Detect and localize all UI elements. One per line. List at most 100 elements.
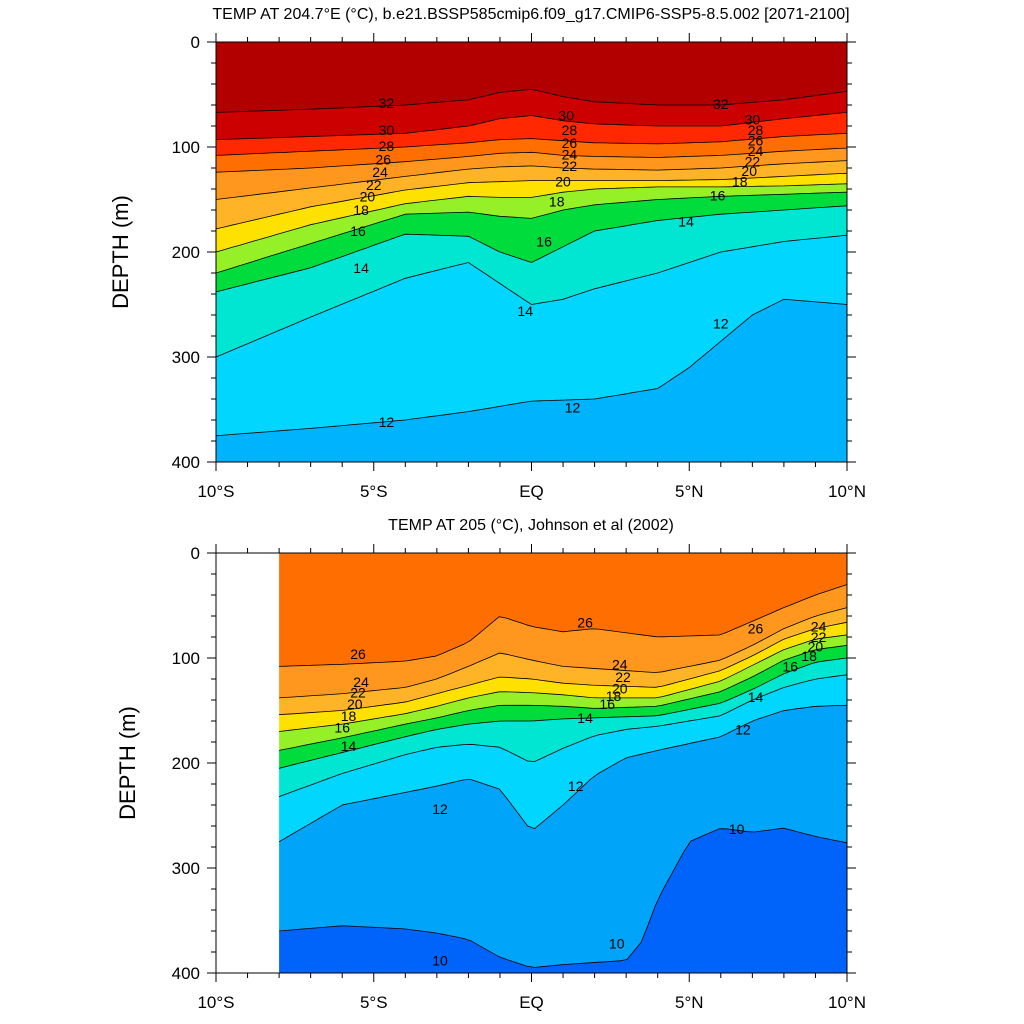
x-tick-label: 5°S: [360, 482, 388, 501]
temperature-fill: [216, 42, 847, 462]
temperature-band: [279, 674, 848, 842]
temperature-band: [279, 658, 848, 797]
isotherm-line: [215, 234, 848, 358]
contour-label: 28: [748, 122, 764, 138]
contour-label: 30: [745, 112, 761, 128]
isotherm-line: [215, 191, 848, 274]
contour-label: 14: [517, 303, 533, 319]
contour-label: 24: [748, 143, 764, 159]
temperature-band: [216, 205, 847, 357]
isotherm-line: [215, 160, 848, 200]
isotherm-line: [215, 183, 848, 253]
contour-label: 20: [612, 681, 628, 697]
contour-label: 28: [379, 138, 395, 154]
contour-label: 16: [782, 658, 798, 674]
temperature-band: [279, 705, 848, 968]
contour-label: 26: [748, 133, 764, 149]
isotherm-line: [279, 607, 848, 699]
temperature-band: [279, 607, 848, 715]
contour-label: 26: [562, 135, 578, 151]
isotherm-line: [215, 298, 848, 437]
temperature-band: [216, 183, 847, 273]
temperature-band: [216, 89, 847, 140]
contour-label: 18: [606, 688, 622, 704]
panel-title: TEMP AT 204.7°E (°C), b.e21.BSSP585cmip6…: [212, 6, 849, 23]
observation-panel: TEMP AT 205 (°C), Johnson et al (2002) D…: [115, 517, 866, 1012]
y-tick-label: 100: [172, 649, 200, 668]
contour-label: 20: [347, 696, 363, 712]
contour-label: 18: [353, 202, 369, 218]
isotherm-line: [215, 172, 848, 230]
isotherm-line: [215, 132, 848, 156]
contour-label: 26: [350, 646, 366, 662]
isotherm-line: [279, 634, 848, 732]
contour-label: 32: [713, 96, 729, 112]
x-tick-label: 10°S: [197, 482, 234, 501]
contour-label: 10: [432, 952, 448, 968]
temperature-fill: [279, 553, 848, 973]
isotherm-lines: [278, 584, 848, 968]
axes: 10°S 5°S EQ 5°N 10°N 0 100 200 300 400: [172, 544, 866, 1012]
axes: 10°S 5°S EQ 5°N 10°N 0 100 200 300 400: [172, 33, 866, 501]
temperature-band: [216, 173, 847, 252]
model-panel: TEMP AT 204.7°E (°C), b.e21.BSSP585cmip6…: [108, 6, 866, 501]
y-tick-label: 200: [172, 243, 200, 262]
isotherm-line: [279, 584, 848, 667]
y-tick-label: 400: [172, 453, 200, 472]
x-tick-label: EQ: [519, 993, 544, 1012]
temperature-band: [216, 42, 847, 113]
temperature-band: [216, 160, 847, 229]
contour-label: 12: [568, 778, 584, 794]
contour-label: 22: [745, 154, 761, 170]
temperature-band: [279, 622, 848, 732]
y-tick-label: 0: [191, 33, 200, 52]
temperature-band: [216, 299, 847, 462]
y-tick-label: 300: [172, 859, 200, 878]
temperature-band: [216, 112, 847, 156]
panel-title: TEMP AT 205 (°C), Johnson et al (2002): [388, 517, 674, 534]
contour-label: 18: [732, 174, 748, 190]
isotherm-line: [279, 621, 848, 716]
x-tick-label: 5°N: [675, 993, 704, 1012]
contour-label: 22: [562, 158, 578, 174]
contour-label: 20: [360, 188, 376, 204]
contour-label: 20: [741, 163, 757, 179]
temperature-band: [279, 584, 848, 698]
temperature-band: [216, 148, 847, 200]
contour-label: 24: [562, 146, 578, 162]
contour-label: 26: [748, 621, 764, 637]
contour-label: 22: [811, 629, 827, 645]
contour-label: 10: [729, 821, 745, 837]
contour-label: 32: [379, 95, 395, 111]
contour-label: 22: [350, 685, 366, 701]
temperature-band: [216, 235, 847, 436]
isotherm-line: [279, 657, 848, 769]
y-tick-label: 300: [172, 348, 200, 367]
contour-label: 14: [353, 260, 369, 276]
x-tick-label: 10°S: [197, 993, 234, 1012]
y-axis-label: DEPTH (m): [108, 195, 133, 309]
isotherm-line: [215, 88, 848, 113]
contour-label: 22: [366, 177, 382, 193]
temperature-band: [279, 828, 848, 973]
y-axis-label: DEPTH (m): [115, 706, 140, 820]
y-tick-label: 100: [172, 138, 200, 157]
x-tick-label: 5°N: [675, 482, 704, 501]
isotherm-line: [279, 645, 848, 751]
contour-label: 24: [811, 619, 827, 635]
contour-label: 16: [599, 696, 615, 712]
contour-label: 12: [432, 801, 448, 817]
contour-label: 16: [536, 234, 552, 250]
contour-label: 14: [577, 710, 593, 726]
contour-label: 20: [808, 638, 824, 654]
contour-label: 16: [710, 187, 726, 203]
isotherm-line: [215, 112, 848, 141]
isotherm-line: [215, 147, 848, 173]
contour-label: 24: [612, 656, 628, 672]
temperature-band: [279, 645, 848, 769]
contour-label: 18: [341, 708, 357, 724]
x-tick-label: 5°S: [360, 993, 388, 1012]
contour-label: 14: [748, 689, 764, 705]
